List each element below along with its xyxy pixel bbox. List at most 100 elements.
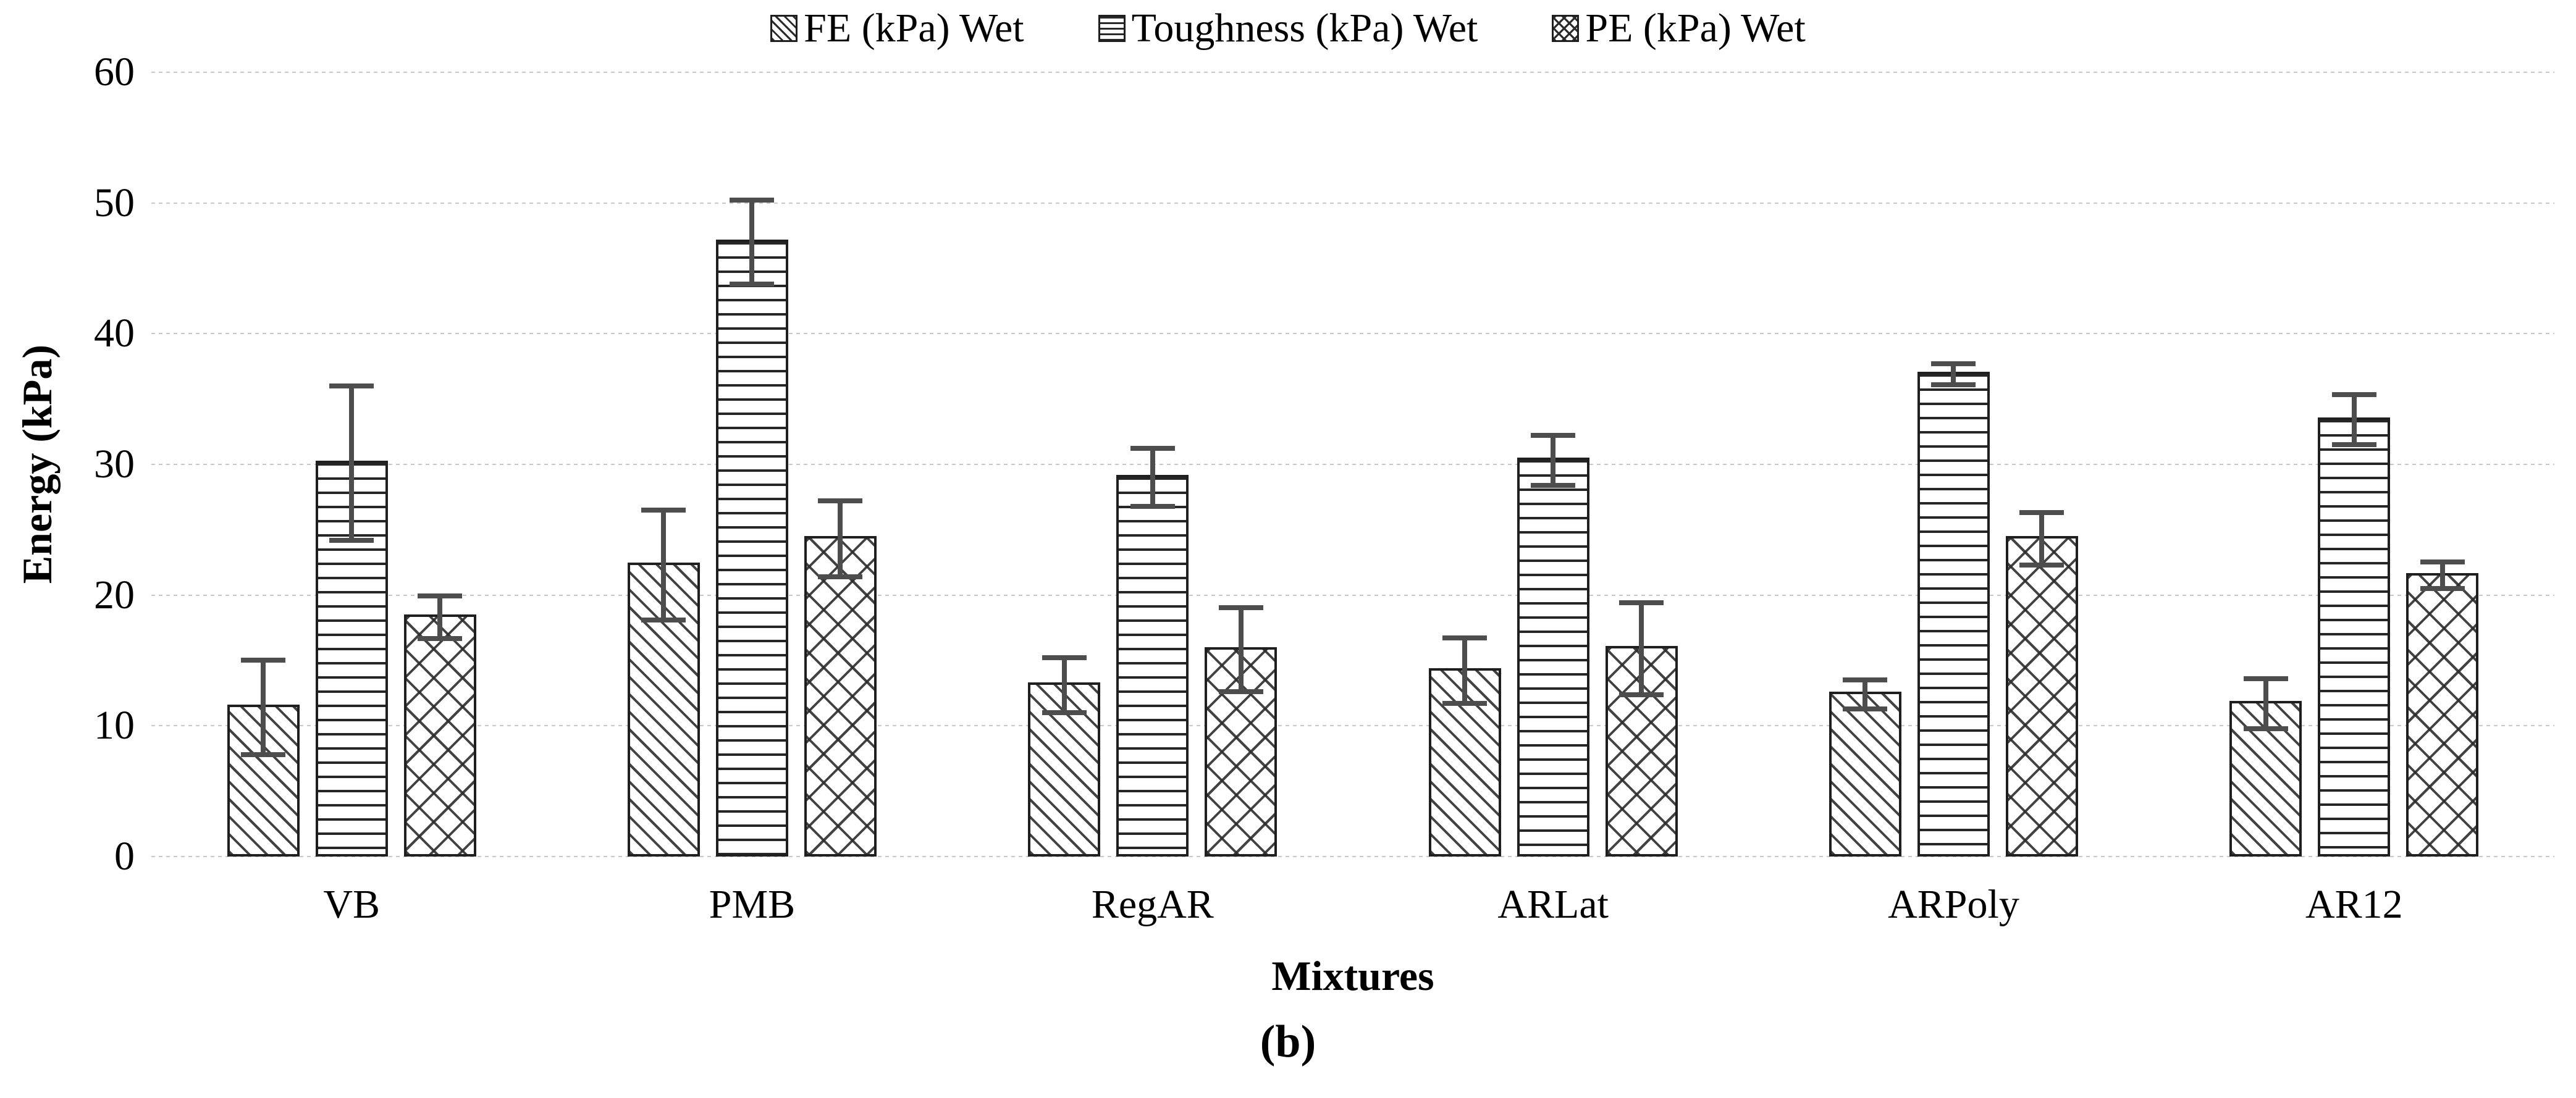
error-bar-fe-pmb: [641, 507, 686, 622]
gridline-50: [151, 202, 2554, 204]
error-bar-line: [1150, 446, 1155, 509]
error-bar-cap-bottom: [1619, 692, 1664, 697]
error-bar-toughness-arpoly: [1931, 361, 1976, 387]
error-bar-toughness-ar12: [2331, 392, 2376, 448]
error-bar-cap-top: [2331, 392, 2376, 398]
bar-toughness-arlat: [1517, 432, 1589, 857]
error-bar-line: [437, 593, 443, 641]
error-bar-cap-top: [1531, 432, 1576, 438]
bar-fe-vb: [227, 658, 300, 857]
figure-caption: (b): [1260, 1016, 1316, 1067]
bar-fe-arlat: [1428, 635, 1501, 857]
bar-fe-ar12: [2229, 676, 2302, 857]
error-bar-cap-bottom: [1218, 689, 1263, 695]
error-bar-line: [1462, 635, 1468, 706]
error-bar-line: [1061, 655, 1067, 716]
error-bar-cap-bottom: [241, 752, 286, 757]
error-bar-cap-top: [818, 498, 863, 503]
bar-pe-regar: [1205, 605, 1277, 857]
bar-toughness-arpoly: [1917, 361, 1990, 857]
error-bar-cap-bottom: [2331, 442, 2376, 448]
error-bar-cap-bottom: [1531, 482, 1576, 488]
error-bar-pe-pmb: [818, 498, 863, 580]
plot-area: [151, 72, 2554, 857]
legend-item-pe: PE (kPa) Wet: [1552, 6, 1806, 51]
error-bar-cap-top: [329, 383, 374, 388]
error-bar-cap-top: [1218, 605, 1263, 611]
bar-pe-vb: [403, 593, 476, 857]
bar-pe-arlat: [1605, 600, 1678, 857]
error-bar-cap-bottom: [418, 635, 463, 641]
gridline-20: [151, 594, 2554, 596]
error-bar-cap-top: [418, 593, 463, 599]
gridline-0: [151, 856, 2554, 857]
legend-item-toughness: Toughness (kPa) Wet: [1098, 8, 1478, 49]
bar-toughness-pmb: [715, 197, 788, 857]
gridline-30: [151, 464, 2554, 465]
error-bar-pe-arlat: [1619, 600, 1664, 697]
bar-pe-ar12: [2406, 559, 2479, 857]
bar-pe-arpoly: [2005, 509, 2078, 857]
error-bar-line: [349, 383, 355, 543]
error-bar-cap-top: [730, 197, 775, 203]
y-tick-label-30: 30: [94, 442, 135, 487]
error-bar-line: [838, 498, 843, 580]
x-category-label-regar: RegAR: [1091, 882, 1214, 927]
error-bar-cap-bottom: [730, 281, 775, 287]
error-bar-cap-top: [1619, 600, 1664, 605]
bar-fe-regar: [1028, 655, 1101, 857]
error-bar-cap-top: [2243, 676, 2288, 681]
legend: FE (kPa) Wet Toughness (kPa) Wet PE (kPa…: [0, 0, 2576, 57]
diamond-crosshatch-swatch-icon: [1552, 15, 1580, 42]
bar-toughness-regar: [1116, 446, 1189, 857]
error-bar-cap-top: [641, 507, 686, 513]
bar-group-ar12: [2154, 72, 2554, 857]
error-bar-cap-top: [241, 658, 286, 663]
y-tick-label-40: 40: [94, 311, 135, 356]
error-bar-cap-top: [1843, 677, 1888, 682]
y-tick-label-20: 20: [94, 572, 135, 618]
error-bar-line: [1863, 677, 1868, 711]
error-bar-line: [661, 507, 667, 622]
error-bar-line: [2439, 559, 2445, 592]
bar-group-pmb: [552, 72, 952, 857]
error-bar-cap-bottom: [1442, 701, 1488, 706]
bar-group-arlat: [1353, 72, 1753, 857]
error-bar-cap-bottom: [641, 617, 686, 622]
bar-group-vb: [151, 72, 552, 857]
error-bar-cap-top: [2019, 509, 2065, 515]
error-bar-cap-bottom: [1843, 706, 1888, 711]
error-bar-toughness-vb: [329, 383, 374, 543]
error-bar-line: [1639, 600, 1644, 697]
x-category-label-pmb: PMB: [709, 882, 796, 927]
error-bar-cap-top: [2420, 559, 2465, 565]
error-bar-toughness-regar: [1130, 446, 1175, 509]
error-bar-line: [1951, 361, 1956, 387]
legend-label-fe: FE (kPa) Wet: [804, 6, 1024, 51]
x-category-label-arpoly: ARPoly: [1888, 882, 2019, 927]
error-bar-toughness-pmb: [730, 197, 775, 287]
x-category-label-vb: VB: [323, 882, 380, 927]
bar-group-arpoly: [1753, 72, 2153, 857]
error-bar-line: [2039, 509, 2045, 568]
error-bar-line: [261, 658, 266, 757]
gridline-10: [151, 725, 2554, 727]
error-bar-fe-ar12: [2243, 676, 2288, 731]
legend-label-pe: PE (kPa) Wet: [1585, 6, 1806, 51]
bar-toughness-ar12: [2318, 392, 2391, 857]
bar-toughness-vb: [315, 383, 388, 857]
error-bar-cap-top: [1442, 635, 1488, 641]
error-bar-fe-arpoly: [1843, 677, 1888, 711]
error-bar-line: [2351, 392, 2357, 448]
horizontal-lines-swatch-icon: [1098, 15, 1126, 42]
error-bar-cap-top: [1130, 446, 1175, 451]
error-bar-toughness-arlat: [1531, 432, 1576, 488]
y-tick-label-60: 60: [94, 49, 135, 94]
bar-fe-arpoly: [1829, 677, 1901, 857]
error-bar-cap-top: [1931, 361, 1976, 366]
gridline-60: [151, 72, 2554, 73]
error-bar-cap-bottom: [2243, 726, 2288, 731]
error-bar-pe-arpoly: [2019, 509, 2065, 568]
diagonal-hatch-swatch-icon: [770, 15, 798, 42]
